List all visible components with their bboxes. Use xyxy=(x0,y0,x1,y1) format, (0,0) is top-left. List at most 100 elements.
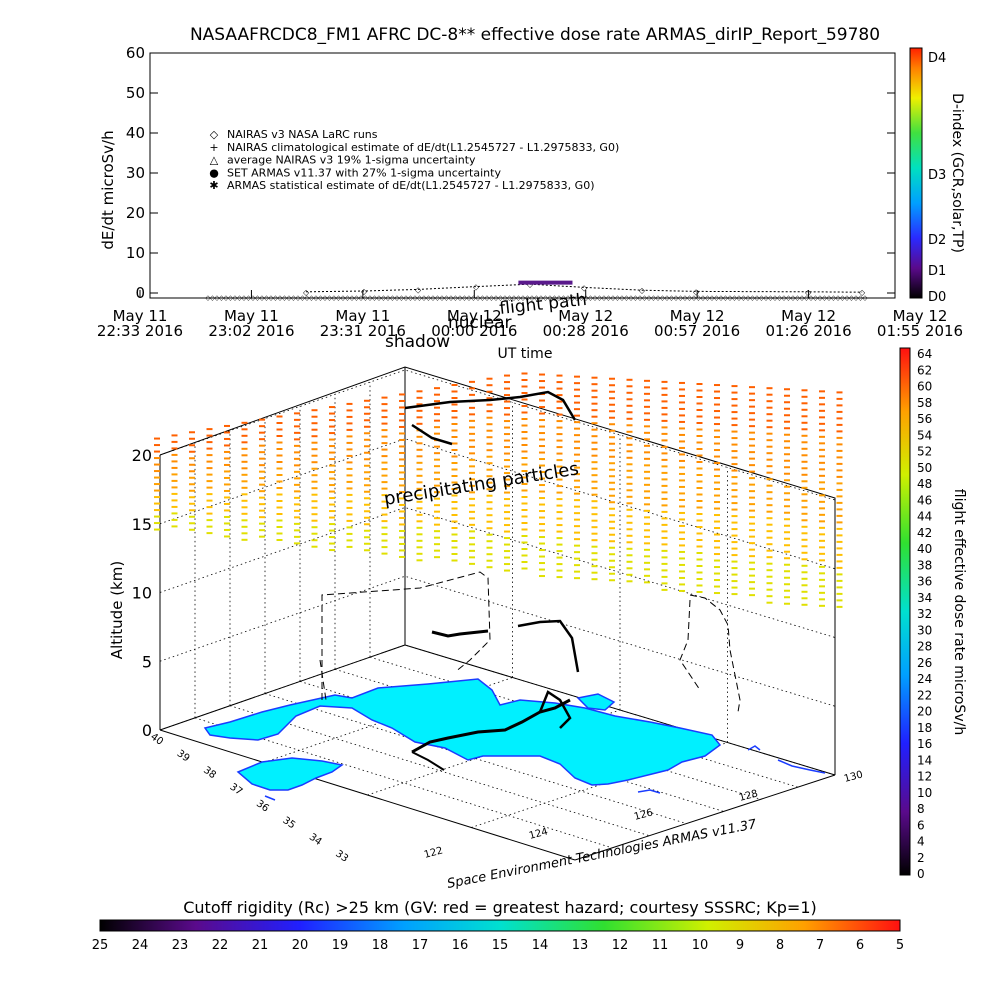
top-legend: ◇ NAIRAS v3 NASA LaRC runs + NAIRAS climato… xyxy=(209,128,619,192)
altitude-gridline xyxy=(159,369,836,501)
dose-rate-tick: 38 xyxy=(917,558,932,572)
dose-rate-tick: 34 xyxy=(917,591,932,605)
nairas-baseline-marker: ◇ xyxy=(394,294,400,302)
nairas-baseline-marker: ◇ xyxy=(763,294,769,302)
nairas-baseline-marker: ◇ xyxy=(250,294,256,302)
rc-tick-label: 25 xyxy=(92,938,109,953)
x-tick-time: 00:00 2016 xyxy=(431,322,517,340)
x-tick-time: 01:26 2016 xyxy=(765,322,851,340)
nairas-baseline-marker: ◇ xyxy=(417,294,423,302)
rc-tick-label: 10 xyxy=(692,938,709,953)
d-index-tick: D2 xyxy=(928,233,946,248)
dose-rate-tick: 50 xyxy=(917,461,932,475)
credit-label: Space Environment Technologies ARMAS v11… xyxy=(446,817,759,892)
rc-tick-label: 21 xyxy=(252,938,269,953)
nairas-baseline-marker: ◇ xyxy=(772,294,778,302)
nairas-baseline-marker: ◇ xyxy=(345,294,351,302)
d-index-colorbar-label: D-index (GCR,solar,TP) xyxy=(949,93,965,253)
dose-rate-tick: 14 xyxy=(917,753,932,767)
annotation-shadow: shadow xyxy=(385,332,450,352)
nairas-baseline-marker: ◇ xyxy=(484,294,490,302)
dose-rate-tick: 44 xyxy=(917,510,932,524)
nairas-baseline-marker: ◇ xyxy=(799,294,805,302)
rc-tick-label: 22 xyxy=(212,938,229,953)
coast-fragments xyxy=(264,745,826,801)
rc-tick-label: 16 xyxy=(452,938,469,953)
altitude-gridline xyxy=(159,438,836,570)
legend-symbol: △ xyxy=(210,154,219,167)
rc-tick-label: 19 xyxy=(332,938,349,953)
dose-rate-tick: 58 xyxy=(917,396,932,410)
nairas-baseline-marker: ◇ xyxy=(403,294,409,302)
nairas-baseline-marker: ◇ xyxy=(363,294,369,302)
legend-symbol: ✱ xyxy=(209,179,218,192)
dose-rate-tick: 16 xyxy=(917,737,932,751)
nairas-point: ◇ xyxy=(693,287,700,296)
nairas-baseline-marker: ◇ xyxy=(795,294,801,302)
nairas-baseline-marker: ◇ xyxy=(682,294,688,302)
nairas-baseline-marker: ◇ xyxy=(273,294,279,302)
nairas-baseline-marker: ◇ xyxy=(655,294,661,302)
nairas-point: ◇ xyxy=(527,280,534,289)
dose-rate-tick: 56 xyxy=(917,412,932,426)
nairas-point: ◇ xyxy=(303,288,310,297)
nairas-baseline-marker: ◇ xyxy=(538,294,544,302)
nairas-baseline-marker: ◇ xyxy=(718,294,724,302)
x-tick-date: May 11 xyxy=(113,307,168,325)
nairas-baseline-marker: ◇ xyxy=(732,294,738,302)
nairas-baseline-marker: ◇ xyxy=(408,294,414,302)
nairas-baseline-marker: ◇ xyxy=(790,294,796,302)
legend-label: average NAIRAS v3 19% 1-sigma uncertaint… xyxy=(227,154,476,167)
nairas-baseline-marker: ◇ xyxy=(835,294,841,302)
altitude-tick-label: 10 xyxy=(132,584,152,603)
nairas-baseline-marker: ◇ xyxy=(669,294,675,302)
rc-tick-label: 6 xyxy=(856,938,864,953)
nairas-baseline-marker: ◇ xyxy=(844,294,850,302)
nairas-baseline-marker: ◇ xyxy=(246,294,252,302)
nairas-point: ◇ xyxy=(473,283,480,292)
dose-rate-tick: 60 xyxy=(917,380,932,394)
nairas-baseline-marker: ◇ xyxy=(390,294,396,302)
x-tick-date: May 12 xyxy=(670,307,725,325)
nairas-baseline-marker: ◇ xyxy=(210,294,216,302)
nairas-baseline-marker: ◇ xyxy=(840,294,846,302)
x-tick-time: 00:28 2016 xyxy=(543,322,629,340)
top-y-axis-label: dE/dt microSv/h xyxy=(99,130,117,249)
dose-rate-tick: 42 xyxy=(917,526,932,540)
latitude-tick-label: 37 xyxy=(228,782,245,798)
nairas-baseline-marker: ◇ xyxy=(462,294,468,302)
dose-rate-tick: 10 xyxy=(917,786,932,800)
longitude-tick-label: 122 xyxy=(423,845,444,861)
nairas-baseline-marker: ◇ xyxy=(439,294,445,302)
nairas-baseline-marker: ◇ xyxy=(255,294,261,302)
altitude-tick-label: 5 xyxy=(142,652,152,671)
nairas-baseline-marker: ◇ xyxy=(808,294,814,302)
x-tick-date: May 12 xyxy=(893,307,948,325)
dose-rate-tick: 26 xyxy=(917,656,932,670)
nairas-baseline-marker: ◇ xyxy=(777,294,783,302)
dose-rate-tick: 6 xyxy=(917,818,925,832)
nairas-baseline-marker: ◇ xyxy=(831,294,837,302)
altitude-gridline xyxy=(159,507,836,638)
nairas-baseline-marker: ◇ xyxy=(610,294,616,302)
land-masses xyxy=(203,678,722,791)
nairas-baseline-marker: ◇ xyxy=(453,294,459,302)
nairas-baseline-marker: ◇ xyxy=(259,294,265,302)
nairas-baseline-marker: ◇ xyxy=(579,294,585,302)
nairas-baseline-marker: ◇ xyxy=(705,294,711,302)
rc-tick-label: 20 xyxy=(292,938,309,953)
x-tick-time: 22:33 2016 xyxy=(97,322,183,340)
dose-rate-tick: 12 xyxy=(917,770,932,784)
nairas-baseline-marker: ◇ xyxy=(223,294,229,302)
nairas-baseline-marker: ◇ xyxy=(529,294,535,302)
nairas-baseline-marker: ◇ xyxy=(826,294,832,302)
longitude-tick-label: 126 xyxy=(633,807,654,823)
annotation-nuclear: nuclear xyxy=(448,313,511,333)
nairas-baseline-marker: ◇ xyxy=(264,294,270,302)
nairas-baseline-marker: ◇ xyxy=(727,294,733,302)
floor-lat-gridline xyxy=(229,705,650,837)
rc-tick-label: 9 xyxy=(736,938,744,953)
legend-symbol: ● xyxy=(209,166,219,179)
annotation-precipitating-particles: precipitating particles xyxy=(382,458,580,510)
nairas-baseline-marker: ◇ xyxy=(754,294,760,302)
